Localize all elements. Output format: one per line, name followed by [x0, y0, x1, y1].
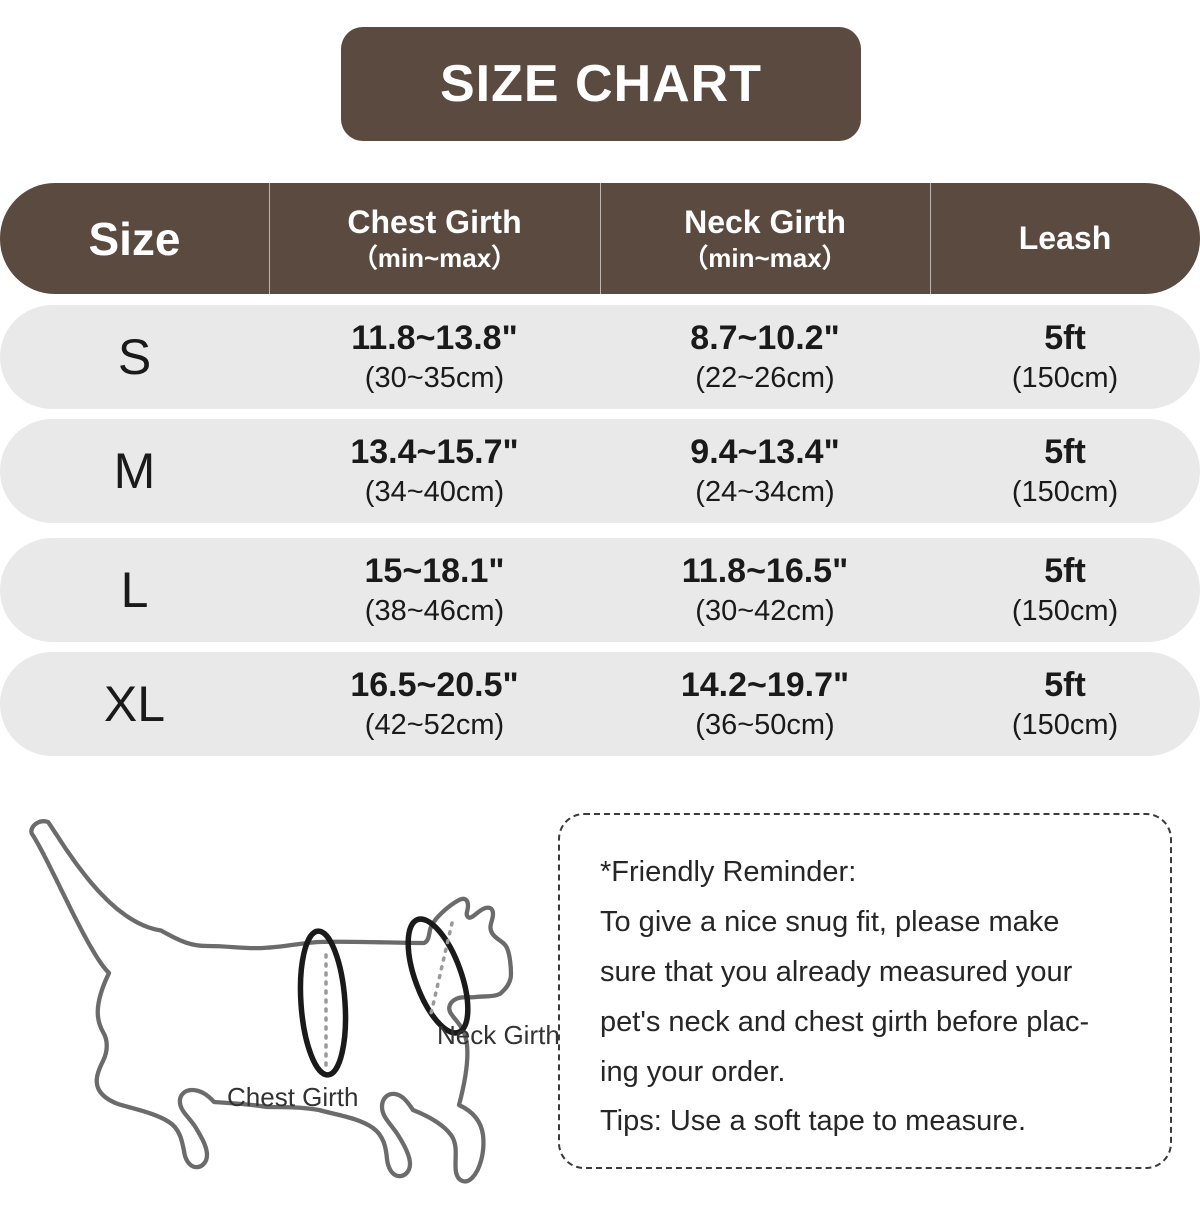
svg-text:Chest Girth: Chest Girth — [227, 1082, 359, 1112]
svg-text:Neck Girth: Neck Girth — [437, 1020, 560, 1050]
